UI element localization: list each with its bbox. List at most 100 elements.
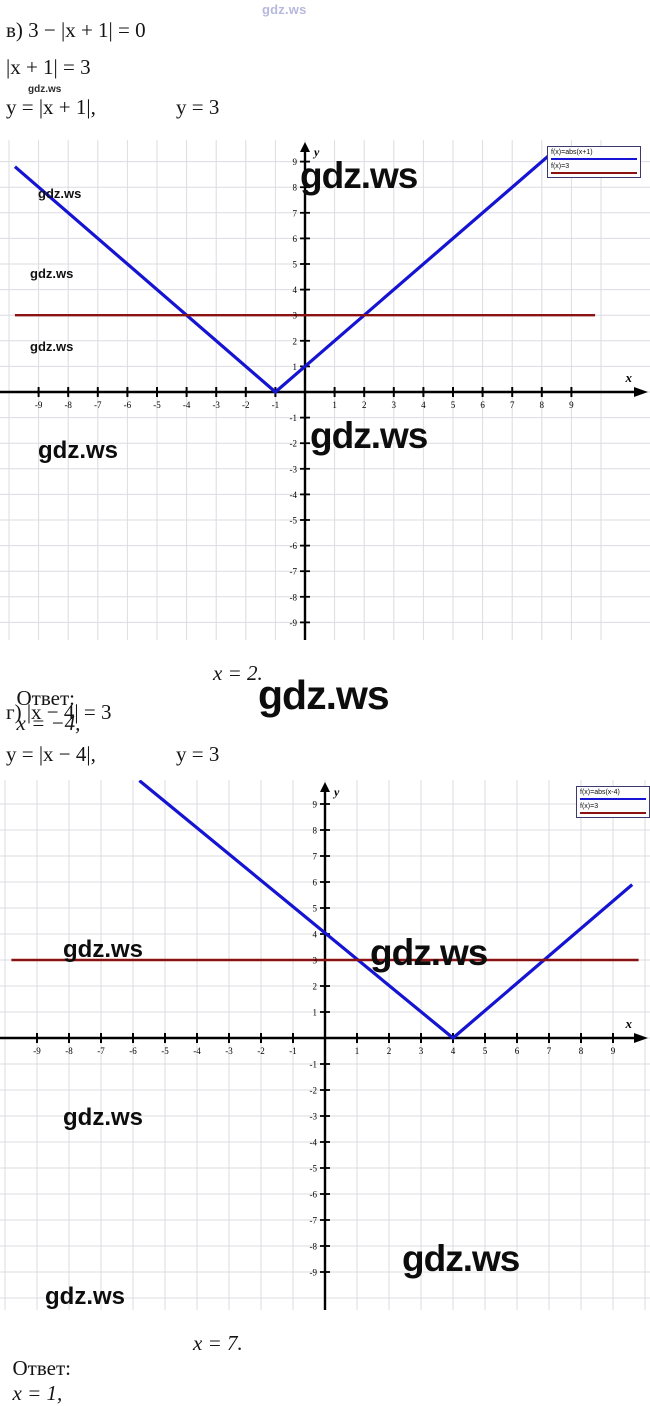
svg-text:1: 1	[313, 1008, 318, 1018]
svg-text:-4: -4	[310, 1138, 318, 1148]
svg-text:1: 1	[293, 362, 298, 372]
watermark-g1-big-bottom: gdz.ws	[310, 415, 428, 456]
svg-text:8: 8	[293, 183, 298, 193]
svg-text:3: 3	[392, 400, 397, 410]
answer-c-label-text: Ответ:	[16, 686, 75, 710]
answer-g-value-1: x = 1,	[12, 1381, 63, 1405]
svg-text:8: 8	[313, 826, 318, 836]
legend2-entry-1-swatch	[580, 798, 646, 800]
svg-text:7: 7	[547, 1046, 552, 1056]
svg-text:x: x	[625, 370, 633, 385]
svg-text:-3: -3	[310, 1112, 318, 1122]
answer-g-value-2: x = 7.	[193, 1331, 243, 1355]
svg-text:-2: -2	[310, 1086, 318, 1096]
svg-text:5: 5	[293, 260, 298, 270]
answer-g-label: Ответ: x = 1,	[2, 1331, 71, 1406]
problem-c-line2: |x + 1| = 3	[6, 55, 91, 79]
problem-g-line2-right: y = 3	[176, 742, 220, 766]
graph-abs-x-plus-1: x y -9 -8 -7 -6 -5 -4 -3 -2 -1 1 2 3 4 5 6 7 8 9 9 8 7 6 5 4 3 2 1 -1…	[0, 140, 650, 640]
svg-text:-1: -1	[290, 413, 298, 423]
svg-text:7: 7	[510, 400, 515, 410]
watermark-mid-big: gdz.ws	[258, 672, 390, 718]
watermark-g1-a: gdz.ws	[38, 186, 82, 201]
svg-text:4: 4	[421, 400, 426, 410]
svg-text:-7: -7	[310, 1216, 318, 1226]
legend-entry-2-swatch	[551, 172, 637, 174]
svg-text:3: 3	[419, 1046, 424, 1056]
svg-text:-1: -1	[310, 1060, 318, 1070]
svg-text:8: 8	[540, 400, 545, 410]
watermark-g1-d: gdz.ws	[38, 437, 119, 464]
svg-text:-7: -7	[97, 1046, 105, 1056]
answer-g-label-text: Ответ:	[12, 1356, 71, 1380]
svg-text:-8: -8	[65, 1046, 73, 1056]
legend-entry-1-label: f(x)=abs(x+1)	[551, 149, 593, 156]
svg-text:-2: -2	[290, 439, 298, 449]
svg-text:7: 7	[313, 852, 318, 862]
svg-text:-8: -8	[290, 592, 298, 602]
watermark-g2-big: gdz.ws	[370, 932, 488, 973]
svg-text:-2: -2	[242, 400, 250, 410]
svg-text:7: 7	[293, 208, 298, 218]
svg-text:2: 2	[293, 336, 298, 346]
svg-text:y: y	[312, 145, 320, 159]
svg-text:-1: -1	[289, 1046, 297, 1056]
svg-text:4: 4	[451, 1046, 456, 1056]
svg-text:6: 6	[480, 400, 485, 410]
svg-text:5: 5	[313, 904, 318, 914]
watermark-g2-c: gdz.ws	[45, 1283, 126, 1310]
watermark-g2-a: gdz.ws	[63, 936, 144, 963]
svg-text:4: 4	[293, 285, 298, 295]
svg-text:-9: -9	[310, 1268, 318, 1278]
svg-text:-4: -4	[290, 490, 298, 500]
svg-text:4: 4	[313, 930, 318, 940]
svg-text:-6: -6	[310, 1190, 318, 1200]
watermark-g1-big-top: gdz.ws	[300, 155, 418, 196]
svg-text:-7: -7	[290, 567, 298, 577]
svg-text:x: x	[625, 1016, 633, 1031]
svg-text:-6: -6	[124, 400, 132, 410]
svg-text:-3: -3	[225, 1046, 233, 1056]
svg-text:y: y	[332, 785, 340, 799]
legend2-entry-2-label: f(x)=3	[580, 803, 599, 810]
svg-text:-8: -8	[310, 1242, 318, 1252]
watermark-g1-c: gdz.ws	[30, 339, 74, 354]
svg-text:2: 2	[362, 400, 367, 410]
svg-text:-3: -3	[212, 400, 220, 410]
problem-c-line1: в) 3 − |x + 1| = 0	[6, 18, 146, 42]
svg-text:5: 5	[483, 1046, 488, 1056]
page-watermark-top: gdz.ws	[262, 2, 307, 17]
svg-text:2: 2	[387, 1046, 392, 1056]
problem-c-line3-right: y = 3	[176, 95, 220, 119]
legend-entry-1-swatch	[551, 158, 637, 160]
svg-text:6: 6	[515, 1046, 520, 1056]
svg-text:2: 2	[313, 982, 318, 992]
svg-text:-4: -4	[183, 400, 191, 410]
svg-text:-1: -1	[272, 400, 280, 410]
problem-g-line1: г) |x − 4| = 3	[6, 700, 112, 724]
svg-text:9: 9	[611, 1046, 616, 1056]
legend-entry-2-label: f(x)=3	[551, 163, 570, 170]
watermark-g2-big2: gdz.ws	[402, 1238, 520, 1279]
svg-text:1: 1	[355, 1046, 360, 1056]
graph-abs-x-minus-4: x y -9 -8 -7 -6 -5 -4 -3 -2 -1 1 2 3 4 5 6 7 8 9 9 8 7 6 5 4 3 2 1 -1…	[0, 780, 650, 1310]
svg-text:3: 3	[313, 956, 318, 966]
svg-text:9: 9	[293, 157, 298, 167]
answer-c-value-2: x = 2.	[213, 661, 263, 685]
svg-text:-9: -9	[33, 1046, 41, 1056]
svg-text:-5: -5	[153, 400, 161, 410]
legend-chart-2: f(x)=abs(x-4) f(x)=3	[576, 786, 650, 818]
svg-text:-3: -3	[290, 464, 298, 474]
problem-c-line3-left: y = |x + 1|,	[6, 95, 96, 119]
svg-text:5: 5	[451, 400, 456, 410]
svg-text:-8: -8	[64, 400, 72, 410]
problem-g-line2-left: y = |x − 4|,	[6, 742, 96, 766]
legend-chart-1: f(x)=abs(x+1) f(x)=3	[547, 146, 641, 178]
svg-text:3: 3	[293, 311, 298, 321]
svg-text:-5: -5	[161, 1046, 169, 1056]
watermark-g1-b: gdz.ws	[30, 266, 74, 281]
answer-c-label: Ответ: x = −4,	[6, 661, 81, 736]
svg-text:-6: -6	[129, 1046, 137, 1056]
legend2-entry-1-label: f(x)=abs(x-4)	[580, 789, 620, 796]
svg-text:9: 9	[569, 400, 574, 410]
